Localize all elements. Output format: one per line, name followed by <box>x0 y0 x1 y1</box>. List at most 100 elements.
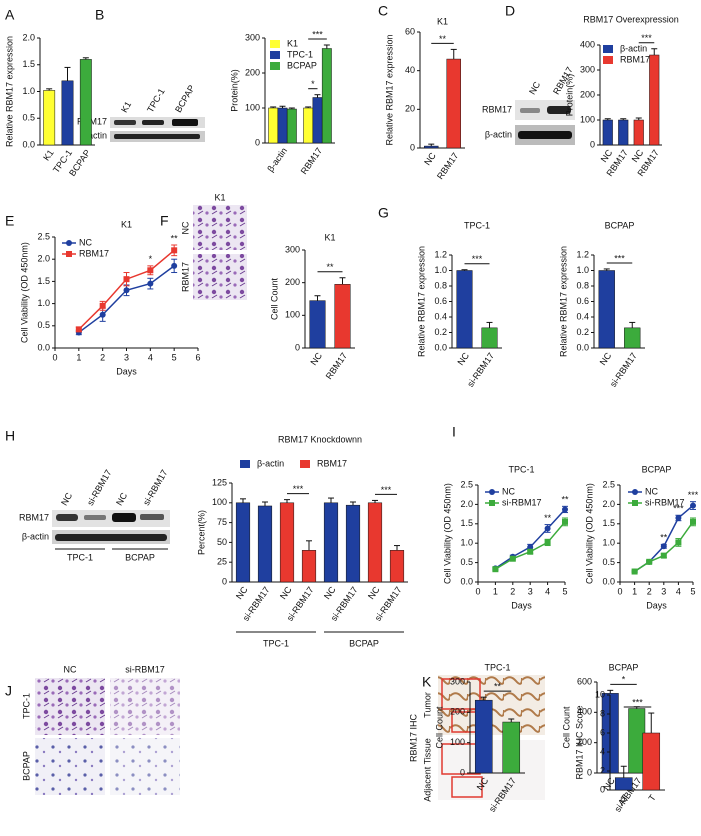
legend-label: TPC-1 <box>287 49 313 59</box>
annotation: ** <box>171 233 179 243</box>
panel-label: C <box>378 3 388 19</box>
legend-label: NC <box>502 486 515 496</box>
y-tick-label: 200 <box>245 67 260 77</box>
bar <box>257 505 273 583</box>
image-label: TPC-1 <box>21 693 31 719</box>
error-bar <box>604 118 611 120</box>
x-tick-label: K1 <box>41 148 56 163</box>
bar <box>424 145 439 149</box>
panel-label: I <box>452 424 456 440</box>
image-label: TPC-1 <box>145 87 167 115</box>
error-bar <box>270 106 277 108</box>
chart: 0 100 200 300 400 Protein(%) RBM17 Overexpress… <box>564 14 678 178</box>
x-tick-label: NC <box>308 350 324 367</box>
point <box>675 539 682 546</box>
y-tick-label: 0.0 <box>460 576 473 586</box>
y-tick-label: 1.0 <box>576 265 589 275</box>
error-bar <box>428 143 435 147</box>
point <box>690 518 696 525</box>
image-label: RBM17 <box>482 104 512 114</box>
bar <box>624 327 641 349</box>
chart-title: TPC-1 <box>464 220 490 230</box>
image-label: NC <box>114 490 129 507</box>
x-tick-label: RBM17 <box>435 151 460 181</box>
error-bar <box>372 499 378 503</box>
error-bar <box>508 718 515 723</box>
legend-marker <box>632 489 638 495</box>
y-tick-label: 0.0 <box>434 342 447 352</box>
point <box>147 267 154 274</box>
y-axis-label: Percent(%) <box>196 510 206 555</box>
x-tick-label: 1 <box>632 586 637 596</box>
y-tick-label: 0 <box>255 137 260 147</box>
legend-swatch <box>270 51 280 59</box>
y-tick-label: 0.0 <box>37 342 50 352</box>
y-tick-label: 125 <box>212 477 227 487</box>
annotation: ** <box>660 533 668 543</box>
point <box>660 543 667 550</box>
y-axis-label: Relative RBM17 expression <box>416 246 426 357</box>
band <box>547 106 571 114</box>
bar <box>309 300 326 349</box>
bar <box>481 327 498 349</box>
y-tick-label: 0 <box>590 139 595 149</box>
point <box>527 548 534 555</box>
micrograph <box>110 678 180 735</box>
panel-label: A <box>5 7 15 23</box>
inset-box <box>441 678 481 710</box>
y-tick-label: 75 <box>217 517 227 527</box>
point <box>690 502 696 509</box>
y-tick-label: 300 <box>450 676 465 686</box>
error-bar <box>279 105 286 108</box>
chart: 0.0 0.5 1.0 1.5 2.0 2.5 Cell Viability (OD 450… <box>442 464 569 610</box>
legend-label: RBM17 <box>620 54 650 64</box>
error-bar <box>486 321 493 328</box>
x-tick-label: NC <box>366 584 382 601</box>
point <box>99 302 106 309</box>
error-bar <box>64 66 71 81</box>
error-bar <box>635 117 642 120</box>
y-tick-label: 0.0 <box>576 342 589 352</box>
error-bar <box>288 107 295 110</box>
x-tick-label: NC <box>322 584 338 601</box>
chart-title: BCPAP <box>605 220 635 230</box>
chart-title: TPC-1 <box>484 662 510 672</box>
point <box>492 566 499 573</box>
y-tick-label: 400 <box>580 39 595 49</box>
bar <box>321 48 332 144</box>
image-label: β-actin <box>22 531 49 541</box>
y-tick-label: 0.5 <box>22 113 35 123</box>
line <box>494 508 566 570</box>
legend-label: K1 <box>287 38 298 48</box>
error-bar <box>620 118 627 120</box>
y-tick-label: 0.5 <box>460 557 473 567</box>
point <box>562 506 568 513</box>
annotation: ** <box>326 262 334 272</box>
x-tick-label: 5 <box>690 586 695 596</box>
point <box>171 262 178 269</box>
y-tick-label: 1.5 <box>37 276 50 286</box>
annotation: ** <box>439 34 447 44</box>
image-label: NC <box>59 490 74 507</box>
error-bar <box>339 277 346 285</box>
image-label: RBM17 <box>180 262 190 292</box>
y-tick-label: 200 <box>580 89 595 99</box>
y-tick-label: 1.0 <box>460 538 473 548</box>
micrograph <box>193 205 247 250</box>
band <box>140 514 164 520</box>
annotation: ** <box>494 682 502 692</box>
legend-label: si-RBM17 <box>645 497 685 507</box>
x-tick-label: NC <box>278 584 294 601</box>
band <box>114 134 200 139</box>
bar <box>61 80 74 146</box>
bar <box>323 502 339 583</box>
y-axis-label: Protein(%) <box>229 69 239 112</box>
bar <box>474 699 493 774</box>
image-label: NC <box>527 79 542 96</box>
band <box>56 514 78 521</box>
blot-h <box>52 510 170 550</box>
image-label: NC <box>64 664 77 674</box>
micrograph <box>35 678 105 735</box>
legend-label: si-RBM17 <box>502 497 542 507</box>
